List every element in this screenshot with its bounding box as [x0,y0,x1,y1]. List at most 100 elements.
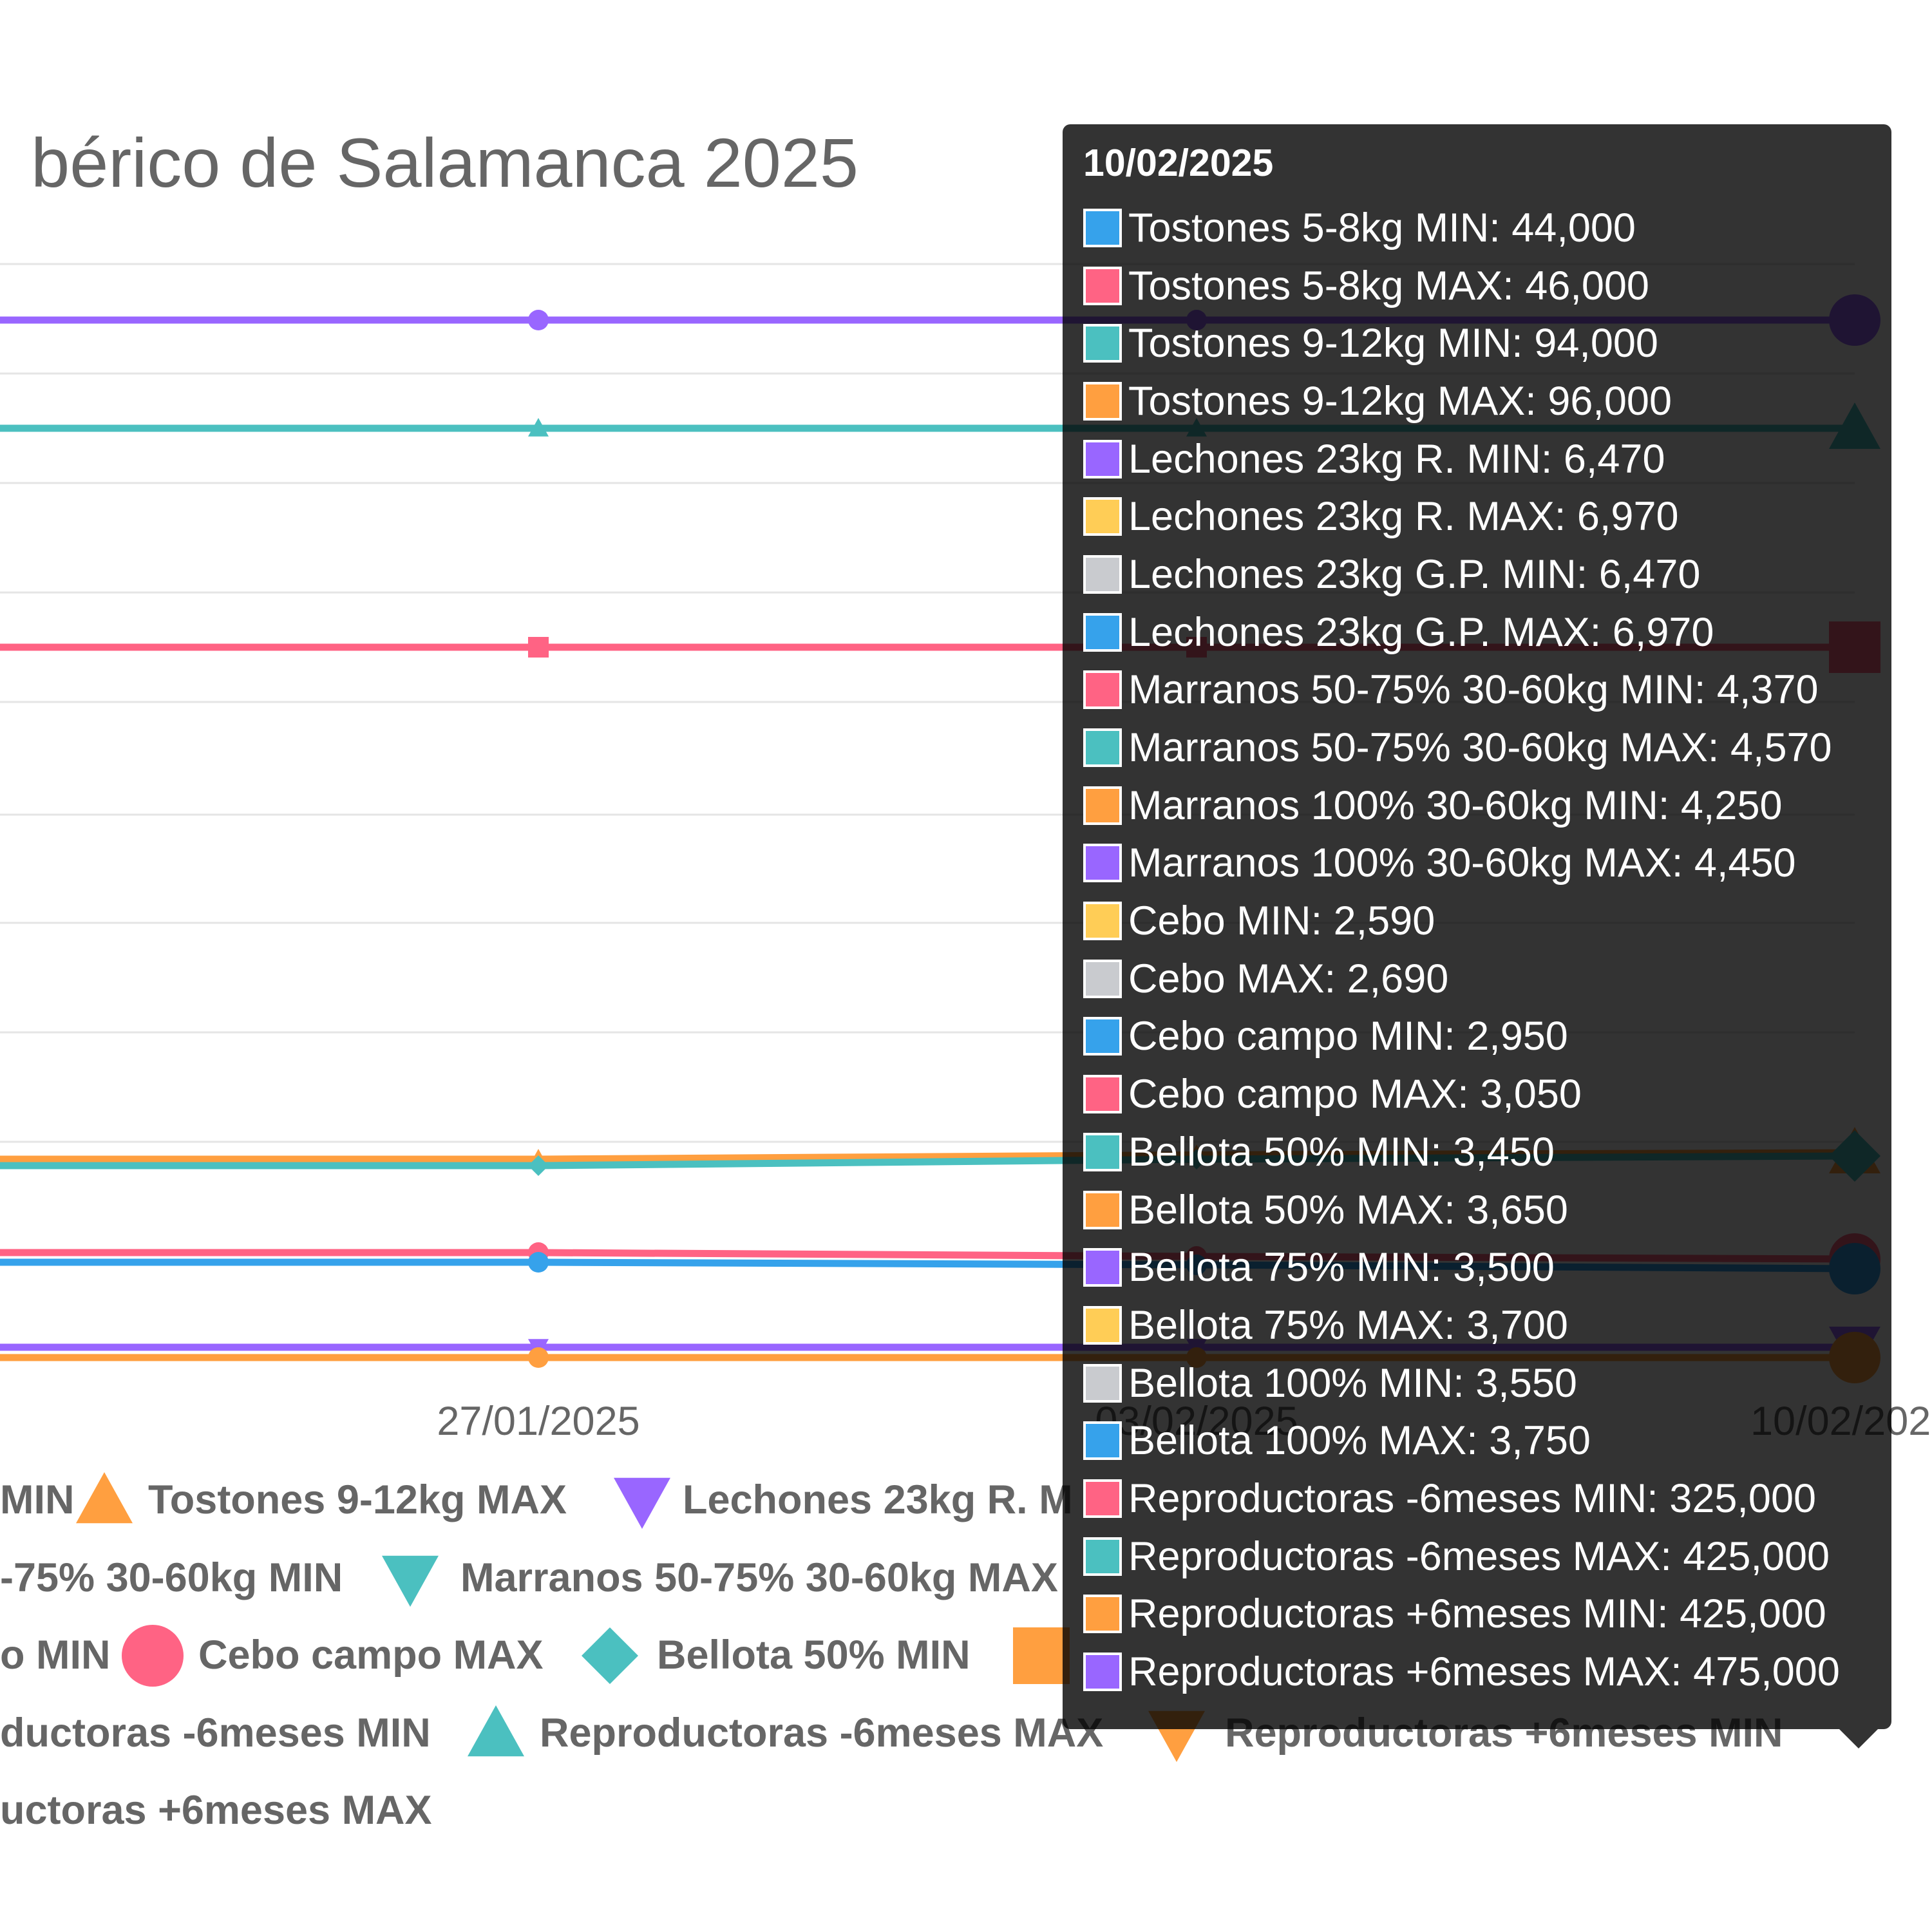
legend-item[interactable]: Reproductoras -6meses MAX [468,1705,1103,1757]
tooltip-swatch [1083,266,1122,305]
tooltip-label: Cebo campo MAX: 3,050 [1128,1072,1582,1117]
tooltip-swatch [1083,1075,1122,1114]
legend-item[interactable]: Lechones 23kg R. M [614,1477,1073,1529]
tooltip-row: Marranos 50-75% 30-60kg MIN: 4,370 [1083,661,1872,719]
tooltip-swatch [1083,1537,1122,1576]
data-point[interactable] [382,1555,439,1607]
tooltip-row: Tostones 5-8kg MAX: 46,000 [1083,257,1872,315]
tooltip-label: Bellota 50% MIN: 3,450 [1128,1129,1555,1175]
tooltip-row: Lechones 23kg R. MAX: 6,970 [1083,488,1872,545]
tooltip-row: Reproductoras -6meses MIN: 325,000 [1083,1470,1872,1528]
tooltip-row: Tostones 5-8kg MIN: 44,000 [1083,199,1872,257]
tooltip-swatch [1083,497,1122,536]
legend-item[interactable]: o MIN [0,1633,110,1678]
legend-item[interactable] [1013,1627,1070,1684]
tooltip-label: Lechones 23kg G.P. MAX: 6,970 [1128,609,1714,655]
data-point[interactable] [528,1155,549,1176]
legend-item[interactable]: Bellota 50% MIN [582,1627,971,1684]
legend-label: Cebo campo MAX [198,1633,544,1678]
tooltip-row: Marranos 100% 30-60kg MIN: 4,250 [1083,777,1872,835]
tooltip-label: Tostones 5-8kg MAX: 46,000 [1128,263,1649,308]
tooltip-swatch [1083,1248,1122,1287]
tooltip-row: Cebo campo MAX: 3,050 [1083,1065,1872,1123]
tooltip-row: Marranos 50-75% 30-60kg MAX: 4,570 [1083,719,1872,777]
tooltip-label: Marranos 100% 30-60kg MAX: 4,450 [1128,840,1796,886]
tooltip-swatch [1083,208,1122,247]
data-point[interactable] [614,1477,670,1529]
tooltip-label: Bellota 75% MIN: 3,500 [1128,1245,1555,1291]
legend-label: ductoras -6meses MIN [0,1710,431,1756]
tooltip-label: Bellota 75% MAX: 3,700 [1128,1302,1568,1348]
x-tick-label: 27/01/2025 [437,1399,639,1444]
legend-item[interactable]: ductoras -6meses MIN [0,1710,431,1756]
tooltip-swatch [1083,844,1122,883]
legend-item[interactable]: -75% 30-60kg MIN [0,1555,343,1600]
tooltip-row: Marranos 100% 30-60kg MAX: 4,450 [1083,835,1872,893]
legend-label: Reproductoras -6meses MAX [540,1710,1103,1756]
tooltip-swatch [1083,612,1122,652]
tooltip-swatch [1083,1017,1122,1056]
data-point[interactable] [1013,1627,1070,1684]
legend-item[interactable]: uctoras +6meses MAX [0,1788,432,1833]
tooltip-swatch [1083,959,1122,998]
tooltip-row: Cebo MIN: 2,590 [1083,892,1872,950]
data-point[interactable] [528,1347,549,1368]
tooltip-swatch [1083,1653,1122,1692]
data-point[interactable] [528,310,549,330]
tooltip-swatch [1083,1305,1122,1345]
tooltip-label: Bellota 100% MAX: 3,750 [1128,1418,1591,1464]
tooltip-swatch [1083,1132,1122,1171]
tooltip-items: Tostones 5-8kg MIN: 44,000 Tostones 5-8kg… [1083,199,1872,1701]
tooltip-row: Reproductoras +6meses MAX: 475,000 [1083,1643,1872,1701]
tooltip-row: Bellota 100% MAX: 3,750 [1083,1412,1872,1470]
tooltip: 10/02/2025 Tostones 5-8kg MIN: 44,000 Tos… [1063,124,1891,1748]
tooltip-row: Cebo MAX: 2,690 [1083,950,1872,1008]
tooltip-row: Bellota 75% MAX: 3,700 [1083,1296,1872,1354]
tooltip-swatch [1083,439,1122,478]
tooltip-row: Bellota 100% MIN: 3,550 [1083,1354,1872,1412]
data-point[interactable] [528,637,549,658]
data-point[interactable] [528,1252,549,1273]
legend-label: -75% 30-60kg MIN [0,1555,343,1600]
legend-item[interactable]: Tostones 9-12kg MAX [76,1472,567,1524]
gridlines [0,263,1855,1143]
legend: MIN Tostones 9-12kg MAX Lechones 23kg R. M… [0,1472,1783,1833]
tooltip-swatch [1083,554,1122,594]
tooltip-swatch [1083,902,1122,941]
legend-label: Bellota 50% MIN [657,1633,971,1678]
tooltip-row: Tostones 9-12kg MAX: 96,000 [1083,372,1872,430]
tooltip-label: Reproductoras +6meses MIN: 425,000 [1128,1591,1826,1637]
tooltip-label: Lechones 23kg G.P. MIN: 6,470 [1128,551,1701,597]
chart-title: bérico de Salamanca 2025 [31,124,858,202]
tooltip-swatch [1083,670,1122,710]
data-point[interactable] [468,1705,524,1757]
legend-item[interactable]: Marranos 50-75% 30-60kg MAX [382,1555,1058,1607]
legend-item[interactable]: MIN [0,1477,74,1522]
legend-label: Tostones 9-12kg MAX [148,1477,567,1522]
tooltip-swatch [1083,1363,1122,1403]
tooltip-label: Tostones 9-12kg MIN: 94,000 [1128,321,1658,366]
tooltip-label: Lechones 23kg R. MAX: 6,970 [1128,494,1679,540]
legend-label: Lechones 23kg R. M [683,1477,1073,1522]
data-point[interactable] [582,1627,638,1684]
tooltip-row: Lechones 23kg G.P. MAX: 6,970 [1083,603,1872,661]
tooltip-label: Bellota 50% MAX: 3,650 [1128,1187,1568,1233]
tooltip-title: 10/02/2025 [1083,142,1274,184]
tooltip-swatch [1083,1479,1122,1518]
tooltip-row: Reproductoras +6meses MIN: 425,000 [1083,1586,1872,1643]
tooltip-label: Cebo MAX: 2,690 [1128,956,1449,1001]
tooltip-label: Marranos 50-75% 30-60kg MIN: 4,370 [1128,667,1819,713]
tooltip-label: Cebo campo MIN: 2,950 [1128,1014,1568,1059]
data-point[interactable] [122,1625,184,1687]
tooltip-label: Cebo MIN: 2,590 [1128,898,1435,944]
tooltip-label: Bellota 100% MIN: 3,550 [1128,1360,1577,1406]
legend-label: uctoras +6meses MAX [0,1788,432,1833]
tooltip-label: Reproductoras -6meses MAX: 425,000 [1128,1533,1830,1579]
tooltip-row: Bellota 50% MAX: 3,650 [1083,1181,1872,1239]
legend-label: MIN [0,1477,74,1522]
data-point[interactable] [528,418,549,437]
tooltip-row: Lechones 23kg G.P. MIN: 6,470 [1083,545,1872,603]
legend-item[interactable]: Cebo campo MAX [122,1625,544,1687]
data-point[interactable] [76,1472,133,1524]
